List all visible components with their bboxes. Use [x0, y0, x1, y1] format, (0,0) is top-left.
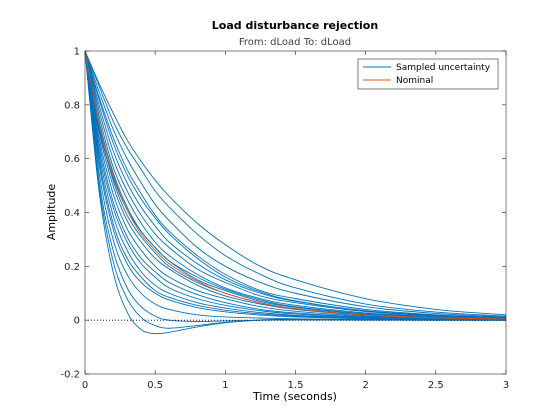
- y-tick-label: -0.2: [60, 370, 80, 381]
- y-tick-label: 1: [74, 47, 80, 58]
- series-line-sampled-6: [84, 50, 507, 319]
- x-tick-label: 0: [82, 380, 88, 391]
- x-tick-label: 1: [222, 380, 228, 391]
- y-tick-label: 0: [74, 316, 80, 327]
- plot-area: [85, 51, 506, 374]
- series-line-sampled-20: [84, 50, 507, 316]
- series-line-sampled-10: [84, 50, 507, 320]
- chart-subtitle: From: dLoad To: dLoad: [239, 37, 351, 48]
- y-tick-label: 0.8: [64, 100, 80, 111]
- tick-layer: 0 0.5 1 1.5 2 2.5 3-0.200.20.40.60.81: [60, 47, 509, 392]
- x-tick-label: 0.5: [147, 380, 163, 391]
- series-line-sampled-12: [84, 50, 507, 321]
- x-tick-label: 2.5: [428, 380, 444, 391]
- series-line-sampled-21: [84, 50, 507, 319]
- x-tick-label: 2: [362, 380, 368, 391]
- series-line-sampled-5: [84, 50, 507, 319]
- x-tick-label: 3: [503, 380, 509, 391]
- legend: Sampled uncertainty Nominal: [357, 58, 499, 90]
- x-axis-label: Time (seconds): [252, 390, 337, 403]
- chart-title: Load disturbance rejection: [212, 19, 378, 32]
- series-line-sampled-11: [84, 50, 507, 320]
- y-tick-label: 0.2: [64, 262, 80, 273]
- series-line-sampled-1: [84, 50, 507, 317]
- series-line-sampled-2: [84, 50, 507, 318]
- series-line-sampled-22: [84, 50, 507, 319]
- y-axis-label: Amplitude: [45, 184, 58, 241]
- legend-label-nominal: Nominal: [396, 76, 433, 86]
- series-line-sampled-15: [84, 50, 507, 321]
- series-line-nominal: [84, 50, 507, 320]
- legend-label-sampled: Sampled uncertainty: [396, 63, 491, 73]
- x-tick-label: 1.5: [288, 380, 304, 391]
- y-tick-label: 0.4: [64, 208, 80, 219]
- series-line-sampled-3: [84, 50, 507, 318]
- series-line-sampled-13: [84, 50, 507, 321]
- y-tick-label: 0.6: [64, 154, 80, 165]
- legend-box: [357, 58, 499, 90]
